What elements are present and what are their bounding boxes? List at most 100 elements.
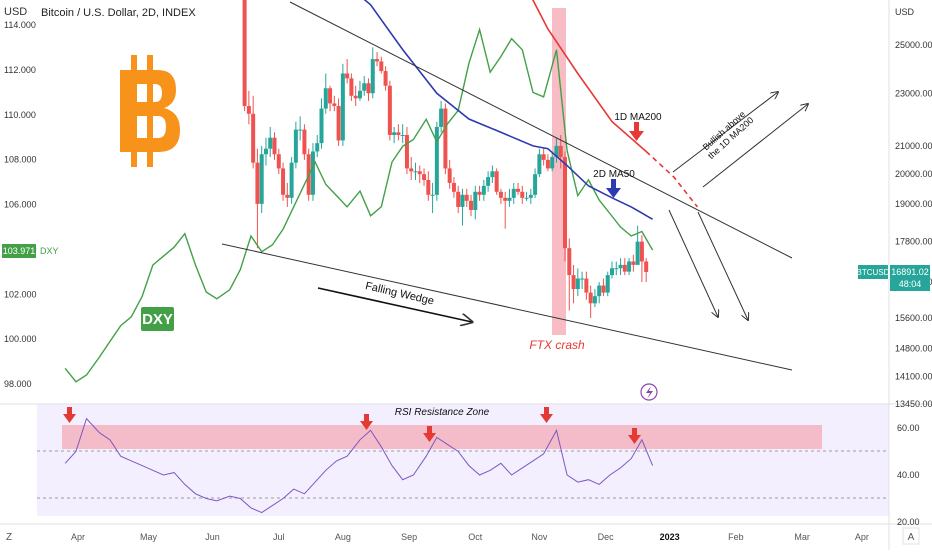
- candle-body: [400, 135, 405, 137]
- candle-body: [494, 171, 499, 192]
- candle: [528, 188, 533, 204]
- candle-body: [379, 61, 384, 72]
- candle-body: [349, 78, 354, 96]
- candle-body: [426, 179, 431, 195]
- candle: [597, 282, 602, 304]
- candle: [494, 168, 499, 195]
- candle-body: [439, 108, 444, 127]
- rsi-tick-label: 60.00: [897, 423, 920, 433]
- candle: [375, 51, 380, 67]
- candle: [332, 95, 337, 112]
- candle-body: [601, 285, 606, 293]
- candle-body: [567, 248, 572, 276]
- ma200-line: [532, 0, 647, 153]
- candle-body: [246, 105, 251, 114]
- rsi-panel-background: [37, 404, 889, 516]
- candle-body: [550, 157, 555, 169]
- candle-body: [490, 171, 495, 178]
- candle: [268, 126, 273, 158]
- lightning-icon[interactable]: [640, 383, 658, 401]
- price-tick-label: 25000.00: [895, 40, 932, 50]
- candle-body: [443, 108, 448, 169]
- candle: [302, 124, 307, 160]
- candle: [605, 271, 610, 297]
- candle: [357, 80, 362, 101]
- dxy-line: [64, 27, 654, 383]
- candle-body: [375, 59, 380, 62]
- candle: [413, 162, 418, 180]
- candle: [396, 124, 401, 141]
- candle-body: [319, 108, 324, 144]
- price-axis[interactable]: 25000.00 23000.00 21000.00 20000.00 19000.00…: [895, 40, 932, 409]
- candle-body: [310, 151, 315, 195]
- candle: [345, 59, 350, 84]
- price-tick-label: 21000.00: [895, 141, 932, 151]
- candle-body: [392, 132, 397, 136]
- bearish-arrow-2: [697, 211, 748, 320]
- candle: [635, 225, 640, 265]
- price-tick-label: 13450.00: [895, 399, 932, 409]
- candle-body: [383, 71, 388, 86]
- candle-body: [597, 285, 602, 297]
- candle-body: [588, 292, 593, 304]
- candle: [383, 66, 388, 91]
- timezone-icon[interactable]: Z: [6, 532, 12, 543]
- candle: [550, 151, 555, 172]
- time-tick-label: Feb: [728, 532, 744, 542]
- candle-body: [353, 95, 358, 99]
- candle: [281, 162, 286, 201]
- candle-body: [456, 191, 461, 207]
- auto-scale-button[interactable]: A: [902, 527, 920, 545]
- candle: [464, 188, 469, 207]
- falling-wedge-arrow: [317, 287, 472, 322]
- candle: [422, 168, 427, 186]
- time-tick-label: Apr: [71, 532, 85, 542]
- candle-body: [610, 268, 614, 276]
- candle-body: [605, 275, 610, 293]
- candle: [387, 80, 392, 141]
- time-tick-label: 2023: [660, 532, 680, 542]
- candle: [255, 148, 260, 249]
- candle-body: [464, 194, 469, 201]
- candle-body: [430, 194, 435, 196]
- candle: [545, 154, 550, 172]
- candle: [328, 85, 333, 112]
- candle: [473, 185, 478, 220]
- candle: [507, 188, 512, 207]
- candle-body: [417, 171, 422, 175]
- candle: [622, 258, 627, 276]
- candle: [610, 261, 614, 279]
- candle: [631, 254, 636, 272]
- time-tick-label: Apr: [855, 532, 869, 542]
- auto-scale-label: A: [908, 532, 915, 543]
- time-tick-label: Mar: [794, 532, 810, 542]
- candle-body: [315, 143, 320, 152]
- dxy-tick-label: 106.000: [4, 200, 37, 210]
- candle: [417, 165, 422, 183]
- candle: [511, 182, 516, 204]
- candle: [503, 191, 508, 229]
- ma50-down-arrow: [606, 179, 621, 198]
- candle: [439, 100, 444, 133]
- candle: [336, 98, 341, 146]
- price-tick-label: 23000.00: [895, 88, 932, 98]
- ma50-line: [363, 0, 654, 220]
- candle-body: [434, 126, 439, 195]
- candle: [447, 159, 452, 189]
- time-tick-label: Aug: [335, 532, 351, 542]
- candle: [263, 137, 268, 166]
- candle-body: [503, 197, 508, 201]
- candle-body: [460, 194, 465, 207]
- time-tick-label: Jul: [273, 532, 285, 542]
- candle: [323, 73, 328, 114]
- candle-body: [357, 90, 362, 99]
- candle-body: [328, 88, 333, 104]
- candle: [451, 177, 456, 198]
- candle-body: [481, 185, 486, 195]
- rsi-arrow: [63, 407, 76, 423]
- time-axis[interactable]: Apr May Jun Jul Aug Sep Oct Nov Dec 2023 Feb Mar Apr: [71, 532, 869, 542]
- candle: [588, 285, 593, 318]
- time-tick-label: Nov: [531, 532, 548, 542]
- indicator-lines: [64, 0, 699, 514]
